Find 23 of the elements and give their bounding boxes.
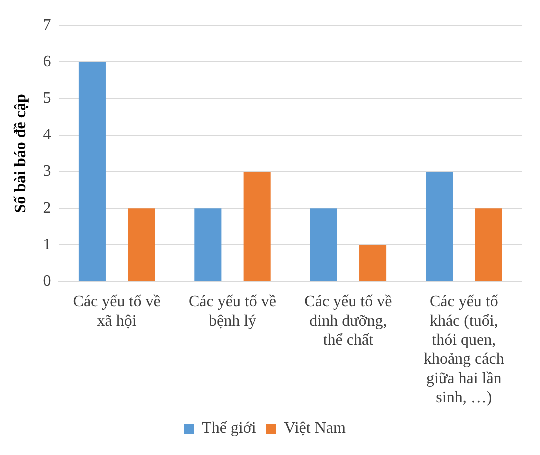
legend-label: Thế giới: [202, 420, 257, 438]
y-tick-label: 4: [43, 126, 52, 144]
y-tick-label: 6: [43, 53, 52, 70]
y-tick-label: 5: [43, 90, 52, 108]
bar: [78, 62, 106, 282]
y-tick-label: 3: [43, 163, 52, 180]
bar: [244, 172, 271, 282]
bar: [475, 208, 502, 282]
bar: [194, 208, 222, 282]
x-tick-label: Các yếu tố về bệnh lý: [188, 294, 277, 330]
y-tick-label: 2: [43, 200, 52, 217]
bar: [360, 245, 387, 282]
x-tick-label: Các yếu tố về xã hội: [73, 294, 161, 330]
x-tick-label: Các yếu tố về dinh dưỡng, thể chất: [304, 294, 392, 350]
legend-label: Việt Nam: [284, 420, 347, 438]
y-tick-label: 7: [43, 16, 52, 34]
x-tick-label: Các yếu tố khác (tuổi, thói quen, khoảng cách giữa hai lần sinh, …): [424, 294, 504, 407]
bar: [310, 208, 338, 282]
bar: [426, 172, 454, 282]
y-tick-label: 1: [43, 236, 52, 254]
bar: [128, 208, 156, 282]
y-axis-title: Số bài báo đề cập: [12, 94, 30, 214]
y-tick-label: 0: [43, 273, 52, 290]
